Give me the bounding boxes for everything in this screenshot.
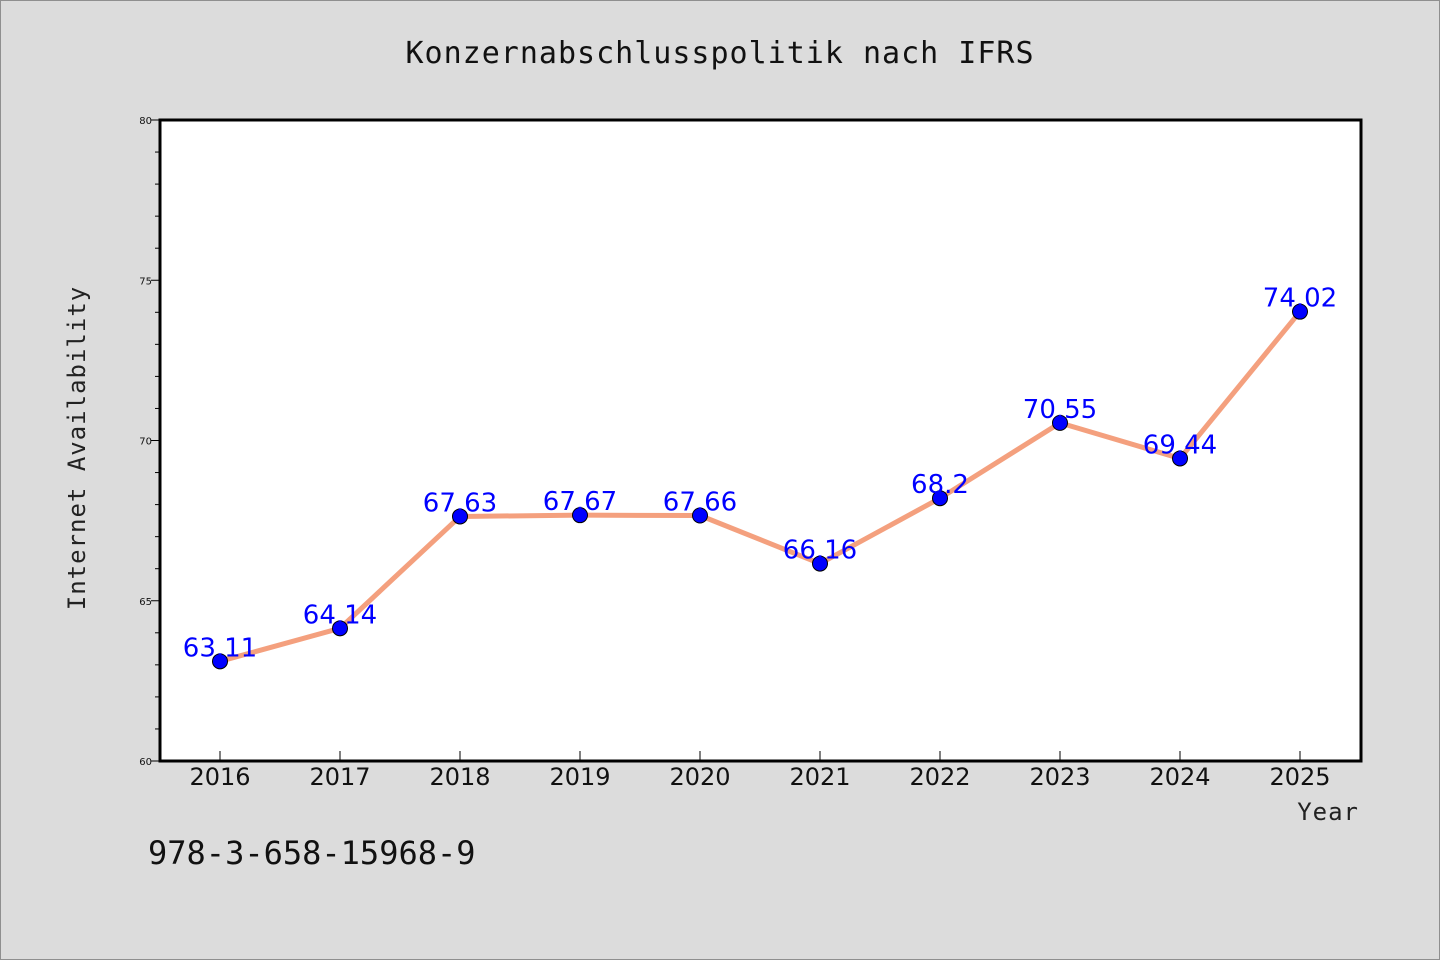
- data-label: 67.66: [663, 487, 737, 517]
- y-tick-label: 75: [139, 276, 152, 287]
- data-point: [692, 507, 708, 524]
- x-tick-label: 2019: [549, 763, 610, 791]
- x-tick-label: 2023: [1029, 763, 1090, 791]
- data-markers: [212, 303, 1308, 670]
- data-label: 70.55: [1023, 395, 1097, 425]
- x-tick-label: 2016: [189, 763, 250, 791]
- data-point: [1292, 303, 1308, 320]
- data-label: 74.02: [1263, 284, 1337, 314]
- y-tick-label: 70: [139, 437, 152, 448]
- x-axis: 2016 2017 2018 2019 2020 2021 2022 2023 2024 2025: [189, 751, 1331, 791]
- x-tick-label: 2024: [1149, 763, 1210, 791]
- data-label: 68.2: [911, 470, 969, 500]
- data-point: [1172, 450, 1188, 467]
- data-labels: 63.11 64.14 67.63 67.67 67.66 66.16 68.2 70.55 6…: [183, 284, 1337, 664]
- series-line: [217, 309, 1303, 664]
- x-axis-label: Year: [1297, 798, 1359, 826]
- x-tick-label: 2022: [909, 763, 970, 791]
- isbn-text: 978-3-658-15968-9: [148, 834, 476, 872]
- y-tick-label: 60: [139, 757, 152, 768]
- data-label: 64.14: [303, 600, 377, 630]
- x-tick-label: 2021: [789, 763, 850, 791]
- data-point: [812, 555, 828, 572]
- data-label: 67.63: [423, 488, 497, 518]
- data-point: [452, 508, 468, 525]
- data-label: 63.11: [183, 633, 257, 663]
- data-label: 66.16: [783, 536, 857, 566]
- x-tick-label: 2017: [309, 763, 370, 791]
- chart-title: Konzernabschlusspolitik nach IFRS: [405, 36, 1034, 71]
- data-label: 67.67: [543, 487, 617, 517]
- y-axis: 60 65 70 75 80: [139, 116, 160, 768]
- x-tick-label: 2020: [669, 763, 730, 791]
- plot-area: [158, 118, 1363, 763]
- data-point: [212, 653, 228, 670]
- data-point: [572, 507, 588, 524]
- data-point: [1052, 414, 1068, 431]
- y-tick-label: 65: [139, 597, 152, 608]
- data-label: 69.44: [1143, 430, 1217, 460]
- x-tick-label: 2025: [1269, 763, 1330, 791]
- data-point: [332, 620, 348, 637]
- y-axis-label: Internet Availability: [63, 286, 91, 610]
- y-tick-label: 80: [139, 116, 152, 127]
- data-point: [932, 490, 948, 507]
- x-tick-label: 2018: [429, 763, 490, 791]
